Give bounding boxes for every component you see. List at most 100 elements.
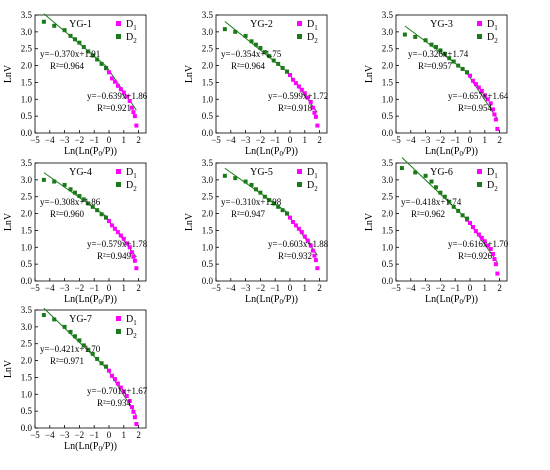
x-tick-label: −2	[436, 283, 446, 293]
y-tick-label: 2.5	[21, 192, 33, 202]
data-point-d1	[495, 271, 500, 276]
data-point-d1	[302, 234, 307, 239]
legend-marker-d2	[116, 329, 121, 334]
data-point-d2	[253, 42, 258, 47]
y-tick-label: 1.0	[21, 94, 33, 104]
data-point-d1	[492, 257, 497, 262]
legend-label-d2: D2	[307, 32, 318, 45]
y-tick-label: 2.0	[202, 209, 214, 219]
data-point-d2	[90, 204, 95, 209]
chart-title: YG-6	[430, 167, 453, 178]
data-point-d1	[495, 126, 500, 131]
data-point-d2	[249, 39, 254, 44]
x-tick-label: −5	[391, 283, 401, 293]
data-point-d1	[132, 415, 137, 420]
x-tick-label: −5	[211, 135, 221, 145]
r2-d1: R²=0.954	[458, 103, 493, 113]
data-point-d2	[222, 173, 227, 178]
data-point-d2	[460, 213, 465, 218]
y-tick-label: 3.0	[202, 175, 214, 185]
data-point-d2	[402, 32, 407, 37]
y-tick-label: 1.0	[21, 389, 33, 399]
data-point-d2	[271, 58, 276, 63]
data-point-d1	[107, 368, 111, 373]
legend-label-d2: D2	[126, 327, 137, 340]
plot-frame	[215, 14, 328, 134]
r2-d1: R²=0.918	[278, 103, 313, 113]
x-tick-label: 1	[303, 135, 308, 145]
r2-d2: R²=0.964	[50, 61, 85, 71]
data-point-d1	[129, 105, 134, 110]
data-point-d1	[305, 238, 310, 243]
y-tick-label: 3.0	[21, 322, 33, 332]
x-tick-label: −2	[75, 283, 85, 293]
data-point-d1	[121, 236, 126, 241]
y-tick-label: 0.0	[382, 128, 394, 138]
data-point-d2	[62, 324, 67, 329]
legend-label-d1: D1	[126, 19, 137, 32]
legend-label-d1: D1	[487, 167, 498, 180]
data-point-d2	[399, 166, 404, 171]
chart-title: YG-7	[69, 314, 92, 325]
y-tick-label: 2.5	[382, 192, 394, 202]
y-tick-label: 0.0	[202, 276, 214, 286]
data-point-d1	[312, 110, 317, 115]
data-point-d2	[258, 46, 263, 51]
equation-d1: y=−0.599x+1.72	[268, 91, 328, 101]
chart-panel-2: −5 −4 −3 −2 −1 0 1 2 0.0 0.5 1.0 1.5 2.0 2.5 3.0 3.5 LnV…	[184, 10, 328, 158]
equation-d2: y=−0.310x+1.98	[221, 197, 282, 207]
chart-title: YG-3	[430, 19, 453, 30]
chart-panel-6: −5 −4 −3 −2 −1 0 1 2 0.0 0.5 1.0 1.5 2.0 2.5 3.0 3.5 LnV…	[364, 157, 509, 306]
data-point-d1	[112, 79, 117, 84]
y-tick-label: 0.0	[382, 276, 394, 286]
y-axis-label: LnV	[184, 64, 195, 83]
data-point-d2	[77, 40, 82, 45]
data-point-d2	[276, 61, 281, 66]
data-point-d2	[447, 199, 452, 204]
x-tick-label: −3	[60, 283, 70, 293]
data-point-d1	[107, 70, 111, 75]
chart-panel-5: −5 −4 −3 −2 −1 0 1 2 0.0 0.5 1.0 1.5 2.0 2.5 3.0 3.5 LnV…	[184, 158, 329, 306]
data-point-d1	[288, 73, 292, 78]
data-point-d2	[99, 212, 104, 217]
y-tick-label: 0.5	[21, 259, 33, 269]
plot-frame	[215, 162, 328, 282]
y-axis-label: LnV	[3, 212, 14, 231]
y-tick-label: 1.5	[202, 77, 214, 87]
y-tick-label: 2.5	[202, 192, 214, 202]
data-point-d2	[280, 208, 285, 213]
y-tick-label: 3.5	[21, 305, 33, 315]
x-tick-label: −2	[436, 135, 446, 145]
data-point-d2	[62, 182, 67, 187]
x-tick-label: 0	[468, 135, 473, 145]
chart-panel-7: −5 −4 −3 −2 −1 0 1 2 0.0 0.5 1.0 1.5 2.0 2.5 3.0 3.5 LnV…	[3, 305, 148, 453]
x-axis-label: Ln(Ln(P0/P))	[425, 146, 478, 158]
data-point-d1	[473, 229, 478, 234]
data-point-d1	[124, 94, 129, 99]
data-point-d1	[305, 95, 310, 100]
y-tick-label: 2.0	[21, 209, 33, 219]
data-point-d2	[433, 185, 438, 190]
data-point-d1	[493, 262, 498, 267]
data-point-d2	[104, 65, 109, 70]
data-point-d1	[315, 123, 320, 128]
data-point-d2	[81, 45, 86, 50]
data-point-d2	[72, 334, 77, 339]
data-point-d1	[109, 373, 114, 378]
data-point-d1	[482, 239, 487, 244]
y-tick-label: 2.5	[21, 44, 33, 54]
y-tick-label: 3.5	[382, 10, 394, 20]
data-point-d2	[243, 179, 248, 184]
y-tick-label: 3.5	[21, 158, 33, 168]
legend-label-d2: D2	[307, 180, 318, 193]
x-tick-label: −5	[211, 283, 221, 293]
data-point-d1	[312, 253, 317, 258]
data-point-d2	[86, 201, 91, 206]
chart-title: YG-1	[69, 19, 92, 30]
data-point-d1	[131, 409, 136, 414]
x-tick-label: −2	[75, 430, 85, 440]
data-point-d2	[86, 347, 91, 352]
data-point-d1	[485, 243, 490, 248]
y-tick-label: 0.0	[21, 276, 33, 286]
